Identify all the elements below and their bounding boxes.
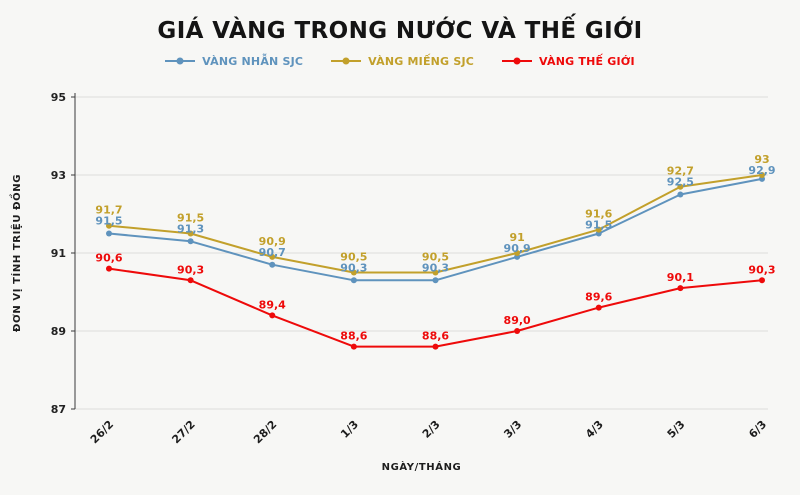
- data-point-marker: [187, 277, 194, 284]
- data-value-label: 91,6: [585, 208, 612, 221]
- gold-price-chart-page: GIÁ VÀNG TRONG NƯỚC VÀ THẾ GIỚI VÀNG NHẪ…: [0, 18, 800, 495]
- data-point-marker: [187, 230, 194, 237]
- line-dot-marker-icon: [331, 57, 362, 65]
- data-value-label: 91,5: [177, 212, 204, 225]
- data-value-label: 90,3: [177, 263, 204, 276]
- data-value-label: 90,3: [422, 262, 449, 275]
- data-point-marker: [432, 269, 439, 276]
- data-point-marker: [677, 285, 684, 292]
- data-value-label: 89,0: [504, 314, 531, 327]
- data-point-marker: [106, 230, 112, 237]
- x-axis-tick-label: 28/2: [251, 418, 279, 446]
- data-point-marker: [514, 250, 521, 256]
- data-value-label: 91,3: [177, 223, 204, 236]
- data-value-label: 88,6: [422, 330, 449, 343]
- legend-label-vang-the-gioi: VÀNG THẾ GIỚI: [539, 54, 635, 68]
- data-point-marker: [269, 312, 276, 319]
- x-axis-tick-label: 5/3: [665, 418, 688, 441]
- y-axis-tick-label: 91: [51, 247, 66, 260]
- data-point-marker: [106, 265, 112, 272]
- y-axis-tick-label: 87: [51, 403, 66, 416]
- data-point-marker: [759, 172, 765, 178]
- legend-item-vang-nhan-sjc[interactable]: VÀNG NHẪN SJC: [165, 55, 303, 68]
- legend-label-vang-mieng-sjc: VÀNG MIẾNG SJC: [368, 54, 475, 68]
- legend-item-vang-mieng-sjc[interactable]: VÀNG MIẾNG SJC: [331, 55, 474, 68]
- y-axis-tick-label: 93: [51, 169, 66, 182]
- data-value-label: 90,6: [95, 252, 122, 265]
- y-axis-tick-label: 95: [51, 91, 66, 104]
- data-value-label: 91,7: [95, 204, 122, 217]
- data-value-label: 90,3: [748, 263, 775, 276]
- data-value-label: 90,9: [504, 242, 531, 255]
- line-dot-marker-icon: [165, 57, 196, 65]
- data-value-label: 90,1: [667, 271, 694, 284]
- data-point-marker: [269, 253, 276, 260]
- data-value-label: 92,5: [667, 176, 694, 189]
- line-dot-marker-icon: [502, 57, 533, 65]
- data-point-marker: [187, 238, 194, 245]
- line-chart: 87 89 91 93 95 26/2 27/2 28/2 1/3 2/3 3/3 4/3 5/3 6/3…: [8, 91, 776, 473]
- data-point-marker: [350, 277, 357, 284]
- chart-title: GIÁ VÀNG TRONG NƯỚC VÀ THẾ GIỚI: [157, 18, 643, 44]
- data-point-marker: [677, 191, 684, 198]
- x-axis-tick-label: 4/3: [583, 418, 606, 441]
- y-axis-tick-label: 89: [51, 325, 66, 338]
- data-value-label: 93: [754, 153, 769, 166]
- legend-label-vang-nhan-sjc: VÀNG NHẪN SJC: [202, 54, 304, 68]
- data-point-marker: [677, 183, 684, 190]
- data-point-marker: [595, 304, 602, 311]
- data-value-label: 90,5: [340, 251, 367, 264]
- legend-item-vang-the-gioi[interactable]: VÀNG THẾ GIỚI: [502, 55, 635, 68]
- x-axis-tick-label: 6/3: [746, 418, 769, 441]
- data-point-marker: [350, 343, 357, 350]
- x-axis-title: NGÀY/THÁNG: [382, 460, 462, 473]
- y-axis-title: ĐƠN VỊ TÍNH TRIỆU ĐỒNG: [8, 174, 23, 332]
- data-value-label: 92,7: [667, 165, 694, 178]
- data-value-label: 90,5: [422, 251, 449, 264]
- data-value-label: 89,6: [585, 291, 612, 304]
- data-value-label: 90,7: [259, 246, 286, 259]
- data-value-label: 90,3: [340, 262, 367, 275]
- data-point-marker: [350, 269, 357, 276]
- data-value-label: 89,4: [259, 298, 286, 311]
- data-value-label: 91: [509, 231, 524, 244]
- data-point-marker: [269, 261, 276, 268]
- data-point-marker: [595, 226, 602, 233]
- x-axis-tick-label: 1/3: [338, 418, 361, 441]
- chart-legend: VÀNG NHẪN SJC VÀNG MIẾNG SJC VÀNG THẾ GI…: [0, 52, 800, 70]
- data-point-marker: [106, 222, 112, 229]
- x-axis-tick-label: 2/3: [420, 418, 443, 441]
- data-value-label: 91,5: [585, 219, 612, 232]
- data-point-marker: [432, 277, 439, 284]
- data-point-marker: [759, 277, 765, 284]
- data-value-label: 88,6: [340, 330, 367, 343]
- x-axis-tick-label: 27/2: [169, 418, 197, 446]
- x-axis-tick-label: 26/2: [88, 418, 116, 446]
- data-value-label: 90,9: [259, 235, 286, 248]
- data-value-label: 92,9: [748, 164, 775, 177]
- data-point-marker: [432, 343, 439, 350]
- x-axis-tick-label: 3/3: [501, 418, 524, 441]
- data-point-marker: [514, 328, 521, 334]
- data-value-label: 91,5: [95, 215, 122, 228]
